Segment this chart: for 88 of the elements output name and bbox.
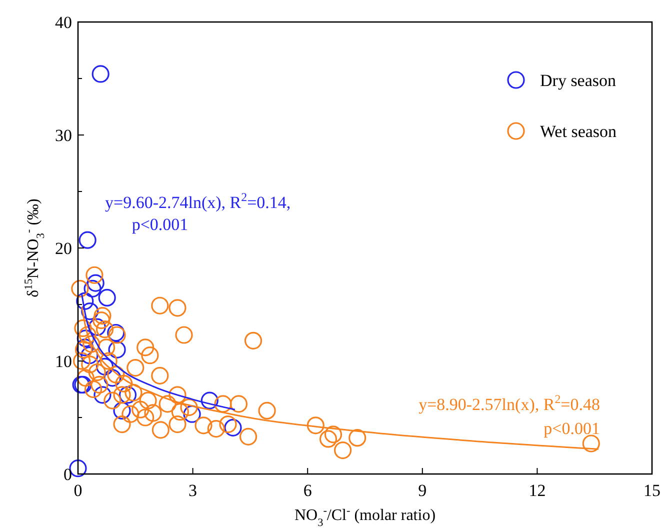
point	[207, 420, 225, 438]
point	[230, 395, 248, 413]
y-tick-label: 0	[64, 465, 72, 484]
point	[168, 415, 186, 434]
point	[319, 430, 338, 448]
point	[71, 280, 89, 298]
point	[168, 299, 186, 317]
y-tick-label: 30	[55, 126, 72, 145]
point	[224, 418, 242, 436]
point	[152, 421, 170, 439]
point	[132, 400, 150, 418]
point	[94, 386, 112, 404]
x-tick-label: 15	[644, 481, 660, 500]
point	[183, 405, 201, 423]
point	[74, 319, 92, 338]
point	[124, 384, 142, 402]
point	[76, 292, 94, 310]
point	[108, 340, 126, 358]
point	[118, 386, 137, 404]
point	[200, 392, 218, 410]
point	[258, 402, 276, 420]
point	[151, 366, 169, 384]
annotation: y=9.60-2.74ln(x), R$^{2}$=0.14,	[105, 190, 291, 212]
point	[348, 429, 366, 447]
legend-label: Wet season	[540, 122, 618, 141]
point	[244, 332, 262, 350]
point	[78, 326, 96, 344]
point	[107, 366, 125, 384]
point	[175, 326, 193, 344]
point	[194, 416, 212, 434]
point	[92, 65, 110, 83]
point	[324, 426, 342, 444]
point	[81, 302, 99, 320]
x-tick-label: 9	[418, 481, 427, 500]
point	[139, 392, 157, 410]
point	[115, 374, 133, 392]
y-tick-label: 40	[55, 13, 72, 32]
point	[334, 441, 352, 460]
point	[90, 376, 108, 394]
point	[113, 386, 131, 404]
x-tick-label: 6	[303, 481, 312, 500]
point	[239, 428, 258, 446]
annotation: p<0.001	[132, 215, 188, 234]
point	[76, 369, 94, 387]
point	[171, 403, 189, 421]
point	[126, 358, 144, 377]
point	[94, 307, 112, 325]
point	[168, 386, 186, 404]
y-tick-label: 10	[55, 352, 72, 371]
point	[98, 288, 116, 307]
point	[73, 352, 91, 370]
point	[306, 416, 324, 434]
point	[98, 338, 116, 356]
point	[96, 358, 114, 376]
point	[82, 335, 100, 353]
point	[113, 415, 131, 434]
point	[92, 312, 110, 330]
point	[151, 296, 169, 314]
x-tick-label: 12	[528, 481, 546, 500]
point	[104, 392, 122, 410]
point	[80, 346, 98, 364]
point	[136, 338, 154, 356]
legend-label: Dry season	[540, 71, 617, 90]
y-tick-label: 20	[55, 239, 72, 258]
point	[158, 395, 176, 413]
point	[136, 408, 154, 426]
point	[144, 404, 162, 422]
point	[84, 280, 102, 298]
annotation: p<0.001	[544, 419, 600, 438]
point	[84, 380, 102, 398]
point	[81, 356, 99, 374]
point	[214, 395, 232, 413]
point	[88, 364, 106, 382]
point	[141, 346, 159, 364]
x-tick-label: 3	[188, 481, 198, 500]
point	[88, 318, 106, 336]
annotation: y=8.90-2.57ln(x), R$^{2}$=0.48	[418, 392, 600, 414]
point	[86, 266, 104, 284]
point	[100, 352, 118, 370]
point	[104, 369, 122, 387]
point	[96, 320, 114, 338]
point	[180, 398, 198, 416]
point	[113, 402, 131, 420]
point	[219, 415, 237, 434]
x-axis-title: NO$_{3}$$^{-}$/Cl$^{-}$ (molar ratio)	[294, 505, 436, 529]
point	[78, 231, 96, 249]
point	[86, 274, 104, 292]
point	[122, 405, 140, 423]
